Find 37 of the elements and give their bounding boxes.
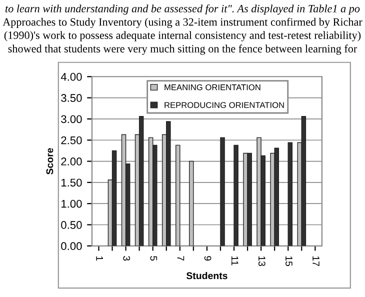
bar [189, 160, 194, 246]
bar [220, 137, 225, 246]
x-tick-label: 1 [96, 256, 103, 261]
x-tick-label: 15 [286, 256, 292, 266]
bar [166, 121, 171, 246]
x-tick-label: 9 [204, 256, 212, 261]
y-tick-label: 0.50 [61, 221, 82, 229]
x-axis-title: Students [186, 272, 228, 280]
y-tick-label: 0.00 [61, 242, 82, 250]
y-tick-label: 4.00 [60, 72, 82, 81]
bar [288, 142, 293, 246]
text: showed that students were very much sitting on the fence between learning for [8, 44, 358, 55]
bar [138, 116, 144, 246]
y-tick-label: 1.00 [61, 200, 82, 208]
bar [247, 152, 252, 246]
text: (1990)'s work to possess adequate internal consistency and test-retest reliability) [4, 31, 361, 42]
x-tick-label: 5 [150, 256, 158, 261]
y-tick-label: 2.50 [61, 136, 82, 144]
bar [274, 148, 279, 246]
x-tick-label: 11 [231, 256, 238, 266]
x-tick-label: 3 [123, 256, 130, 261]
x-tick-label: 13 [258, 256, 266, 266]
bar [112, 150, 117, 246]
y-axis-title: Score [46, 148, 54, 174]
bar [301, 116, 306, 246]
legend-label: MEANING ORIENTATION [164, 84, 260, 90]
bar [234, 144, 238, 246]
x-tick-label: 7 [177, 256, 184, 261]
bar [175, 144, 180, 246]
text: to learn with understanding and be assessed for it". As displayed in Table1 a po [5, 4, 360, 15]
text: Approaches to Study Inventory (using a 32-item instrument confirmed by Richar [2, 18, 362, 28]
y-tick-label: 3.50 [61, 94, 82, 102]
x-tick-label: 17 [312, 256, 320, 266]
y-tick-label: 3.00 [61, 115, 82, 124]
y-tick-label: 1.50 [61, 178, 82, 187]
y-tick-label: 2.00 [61, 158, 82, 166]
legend-label: REPRODUCING ORIENTATION [164, 102, 284, 108]
